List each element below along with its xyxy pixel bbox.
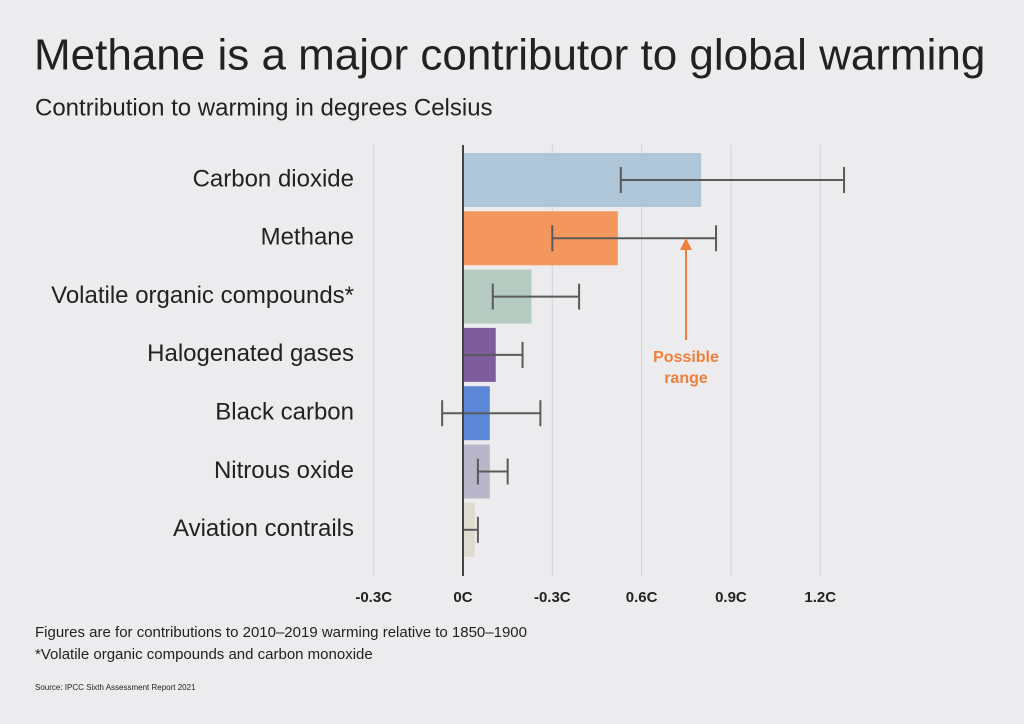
annotation-text: range xyxy=(664,370,708,387)
y-tick-label: Black carbon xyxy=(215,399,354,426)
y-tick-label: Halogenated gases xyxy=(147,340,354,367)
x-tick-label: -0.3C xyxy=(355,589,392,606)
x-tick-label: -0.3C xyxy=(534,589,571,606)
y-tick-label: Carbon dioxide xyxy=(193,165,354,192)
y-tick-label: Aviation contrails xyxy=(173,515,354,542)
source: Source: IPCC Sixth Assessment Report 202… xyxy=(35,683,196,692)
x-tick-label: 0C xyxy=(453,589,472,606)
y-tick-label: Volatile organic compounds* xyxy=(51,282,354,309)
annotation-arrowhead xyxy=(680,238,692,250)
error-bar xyxy=(491,283,581,310)
error-bar xyxy=(441,400,542,427)
annotation-text: Possible xyxy=(653,349,719,366)
chart-subtitle: Contribution to warming in degrees Celsi… xyxy=(35,94,493,121)
y-tick-label: Methane xyxy=(261,224,354,251)
error-bar xyxy=(619,167,846,193)
error-bar xyxy=(551,225,718,252)
footnote: Figures are for contributions to 2010–20… xyxy=(35,624,527,641)
footnote: *Volatile organic compounds and carbon m… xyxy=(35,646,373,663)
x-tick-label: 0.9C xyxy=(715,589,747,606)
x-tick-label: 0.6C xyxy=(626,589,658,606)
x-tick-label: 1.2C xyxy=(804,589,836,606)
chart-title: Methane is a major contributor to global… xyxy=(34,31,985,80)
y-tick-label: Nitrous oxide xyxy=(214,457,354,484)
error-bar xyxy=(476,458,509,485)
